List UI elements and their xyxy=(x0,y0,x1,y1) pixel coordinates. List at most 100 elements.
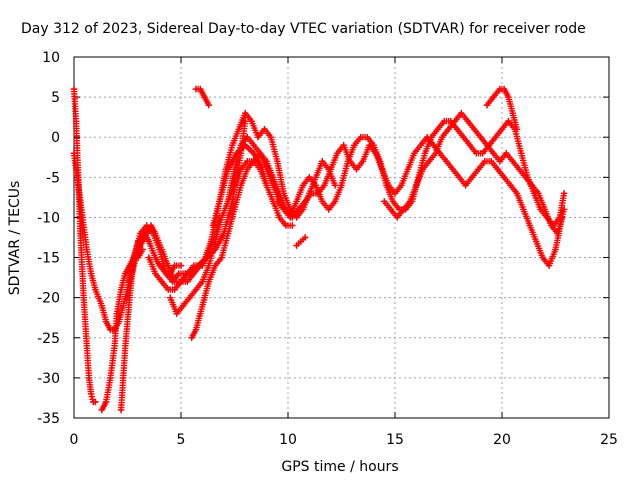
y-tick-label: -35 xyxy=(37,411,60,427)
data-point xyxy=(167,294,174,301)
y-tick-label: -30 xyxy=(37,371,60,387)
data-point xyxy=(301,198,309,205)
data-point xyxy=(171,262,178,269)
data-point xyxy=(425,157,433,165)
data-point xyxy=(224,198,232,205)
data-point xyxy=(276,214,283,221)
data-point xyxy=(117,406,125,414)
data-point xyxy=(244,166,251,173)
x-tick-label: 5 xyxy=(177,432,186,448)
data-point xyxy=(256,166,264,173)
data-point xyxy=(295,206,302,213)
data-point xyxy=(218,214,225,221)
data-point xyxy=(237,141,245,149)
data-point xyxy=(250,157,258,165)
data-point xyxy=(293,198,300,205)
data-point xyxy=(269,182,277,189)
data-point xyxy=(413,182,420,189)
series-track-1 xyxy=(70,85,99,406)
data-point xyxy=(216,198,223,205)
data-point xyxy=(113,310,121,318)
series-track-14 xyxy=(483,85,521,133)
data-point xyxy=(301,234,309,241)
data-point xyxy=(143,230,151,237)
data-point xyxy=(117,286,125,293)
series-markers xyxy=(188,150,302,342)
grid xyxy=(74,57,609,418)
data-point xyxy=(460,133,467,141)
data-point xyxy=(451,117,459,125)
data-point xyxy=(400,206,407,213)
data-point xyxy=(164,286,172,293)
data-point xyxy=(188,334,195,342)
data-point xyxy=(209,222,217,229)
data-point xyxy=(201,294,208,301)
data-point xyxy=(477,133,484,141)
data-point xyxy=(248,117,255,125)
data-point xyxy=(70,149,78,157)
data-point xyxy=(293,242,300,249)
data-point xyxy=(513,125,521,133)
data-point xyxy=(177,278,185,285)
data-point xyxy=(184,270,191,277)
data-point xyxy=(72,117,80,125)
data-point xyxy=(312,174,320,181)
data-point xyxy=(126,294,133,301)
data-point xyxy=(481,157,489,165)
data-point xyxy=(218,254,225,261)
data-point xyxy=(190,270,198,277)
data-point xyxy=(387,206,395,213)
data-point xyxy=(502,149,510,157)
series-track-15 xyxy=(293,234,309,249)
data-point xyxy=(522,174,529,181)
data-point xyxy=(318,198,326,205)
data-point xyxy=(244,133,251,141)
data-point xyxy=(102,398,110,406)
data-point xyxy=(344,157,352,165)
data-point xyxy=(254,133,262,141)
data-point xyxy=(196,85,204,93)
data-point xyxy=(299,182,307,189)
data-point xyxy=(267,133,275,141)
y-tick-label: -25 xyxy=(37,331,60,347)
x-tick-label: 0 xyxy=(70,432,79,448)
x-axis-label: GPS time / hours xyxy=(281,459,398,475)
data-point xyxy=(490,149,497,157)
y-tick-label: -20 xyxy=(37,291,60,307)
data-point xyxy=(470,125,478,133)
data-point xyxy=(430,141,437,149)
data-point xyxy=(488,157,495,165)
data-point xyxy=(152,230,159,237)
x-tick-label: 10 xyxy=(279,432,297,448)
data-point xyxy=(327,166,335,173)
data-point xyxy=(509,157,516,165)
data-point xyxy=(80,294,87,301)
data-point xyxy=(333,149,341,157)
data-point xyxy=(434,125,442,133)
data-point xyxy=(466,141,474,149)
data-point xyxy=(331,198,339,205)
series-track-8 xyxy=(188,149,302,342)
data-point xyxy=(229,141,236,149)
data-point xyxy=(224,230,232,237)
data-point xyxy=(171,278,178,285)
data-point xyxy=(196,310,204,318)
data-point xyxy=(363,133,371,141)
data-point xyxy=(274,198,281,205)
data-point xyxy=(98,406,106,414)
data-point xyxy=(205,278,213,285)
data-point xyxy=(475,166,482,173)
data-point xyxy=(98,302,106,309)
data-point xyxy=(102,318,110,326)
data-point xyxy=(261,125,268,133)
data-point xyxy=(490,93,497,101)
data-point xyxy=(205,101,213,109)
data-point xyxy=(325,206,332,213)
data-point xyxy=(505,93,512,101)
data-point xyxy=(479,149,487,157)
data-point xyxy=(507,182,514,189)
data-point xyxy=(119,302,127,309)
data-point xyxy=(203,254,210,261)
data-point xyxy=(244,157,251,165)
axis-ticks: 0 5 10 15 20 25 10 5 0 -5 -10 -15 -20 -25 -30 -35 xyxy=(37,50,618,448)
